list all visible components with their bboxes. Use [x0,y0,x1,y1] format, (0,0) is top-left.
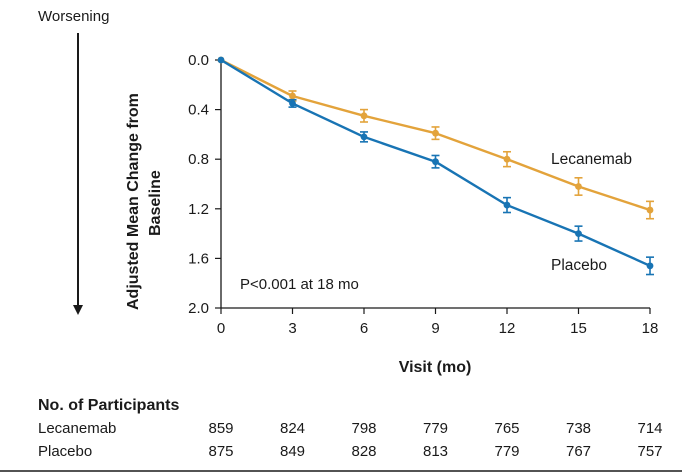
table-row-label: Placebo [38,443,92,460]
data-point-lecanemab [360,112,368,120]
x-tick-label: 15 [570,320,587,337]
p-value-annotation: P<0.001 at 18 mo [240,276,359,293]
x-tick-label: 3 [288,320,296,337]
y-tick-label: 2.0 [188,300,209,317]
x-tick-label: 0 [217,320,225,337]
x-tick-label: 9 [431,320,439,337]
table-cell: 813 [423,443,448,460]
data-point-lecanemab [503,155,511,163]
table-cell: 798 [351,420,376,437]
data-point-placebo [575,230,582,238]
table-cell: 779 [494,443,519,460]
table-row-label: Lecanemab [38,420,116,437]
data-point-placebo [432,158,439,166]
data-point-placebo [289,100,296,107]
y-axis-ticks: 0.0 0.4 0.8 1.2 1.6 2.0 [188,52,221,317]
participants-table: Lecanemab 859 824 798 779 765 738 714 Placebo 875… [38,420,663,460]
table-cell: 875 [208,443,233,460]
series-layer [217,56,654,276]
data-point-lecanemab [432,129,439,137]
series-lecanemab [217,56,654,220]
data-point-placebo [217,56,225,64]
data-point-lecanemab [646,206,654,214]
series-placebo [217,56,654,276]
table-cell: 714 [637,420,662,437]
participants-table-title: No. of Participants [38,397,179,414]
table-cell: 757 [637,443,662,460]
x-tick-label: 12 [499,320,516,337]
y-tick-label: 1.2 [188,201,209,218]
table-cell: 859 [208,420,233,437]
data-point-placebo [503,201,511,209]
y-tick-label: 0.8 [188,151,209,168]
data-point-placebo [360,133,368,141]
table-cell: 824 [280,420,305,437]
data-point-placebo [646,262,654,270]
y-tick-label: 0.4 [188,102,209,119]
x-tick-label: 18 [642,320,659,337]
data-point-lecanemab [289,92,296,100]
table-cell: 849 [280,443,305,460]
y-tick-label: 0.0 [188,52,209,69]
series-label-placebo: Placebo [551,257,607,274]
table-cell: 765 [494,420,519,437]
series-label-lecanemab: Lecanemab [551,151,632,168]
table-cell: 779 [423,420,448,437]
table-cell: 767 [566,443,591,460]
x-axis-title: Visit (mo) [399,359,472,376]
data-point-lecanemab [575,183,582,190]
worsening-label: Worsening [38,8,109,25]
y-axis-title-line1: Adjusted Mean Change from [125,93,142,310]
x-axis-ticks: 0 3 6 9 12 15 18 [217,308,659,337]
table-cell: 738 [566,420,591,437]
table-cell: 828 [351,443,376,460]
x-tick-label: 6 [360,320,368,337]
y-axis-title-line2: Baseline [147,170,164,236]
y-tick-label: 1.6 [188,250,209,267]
